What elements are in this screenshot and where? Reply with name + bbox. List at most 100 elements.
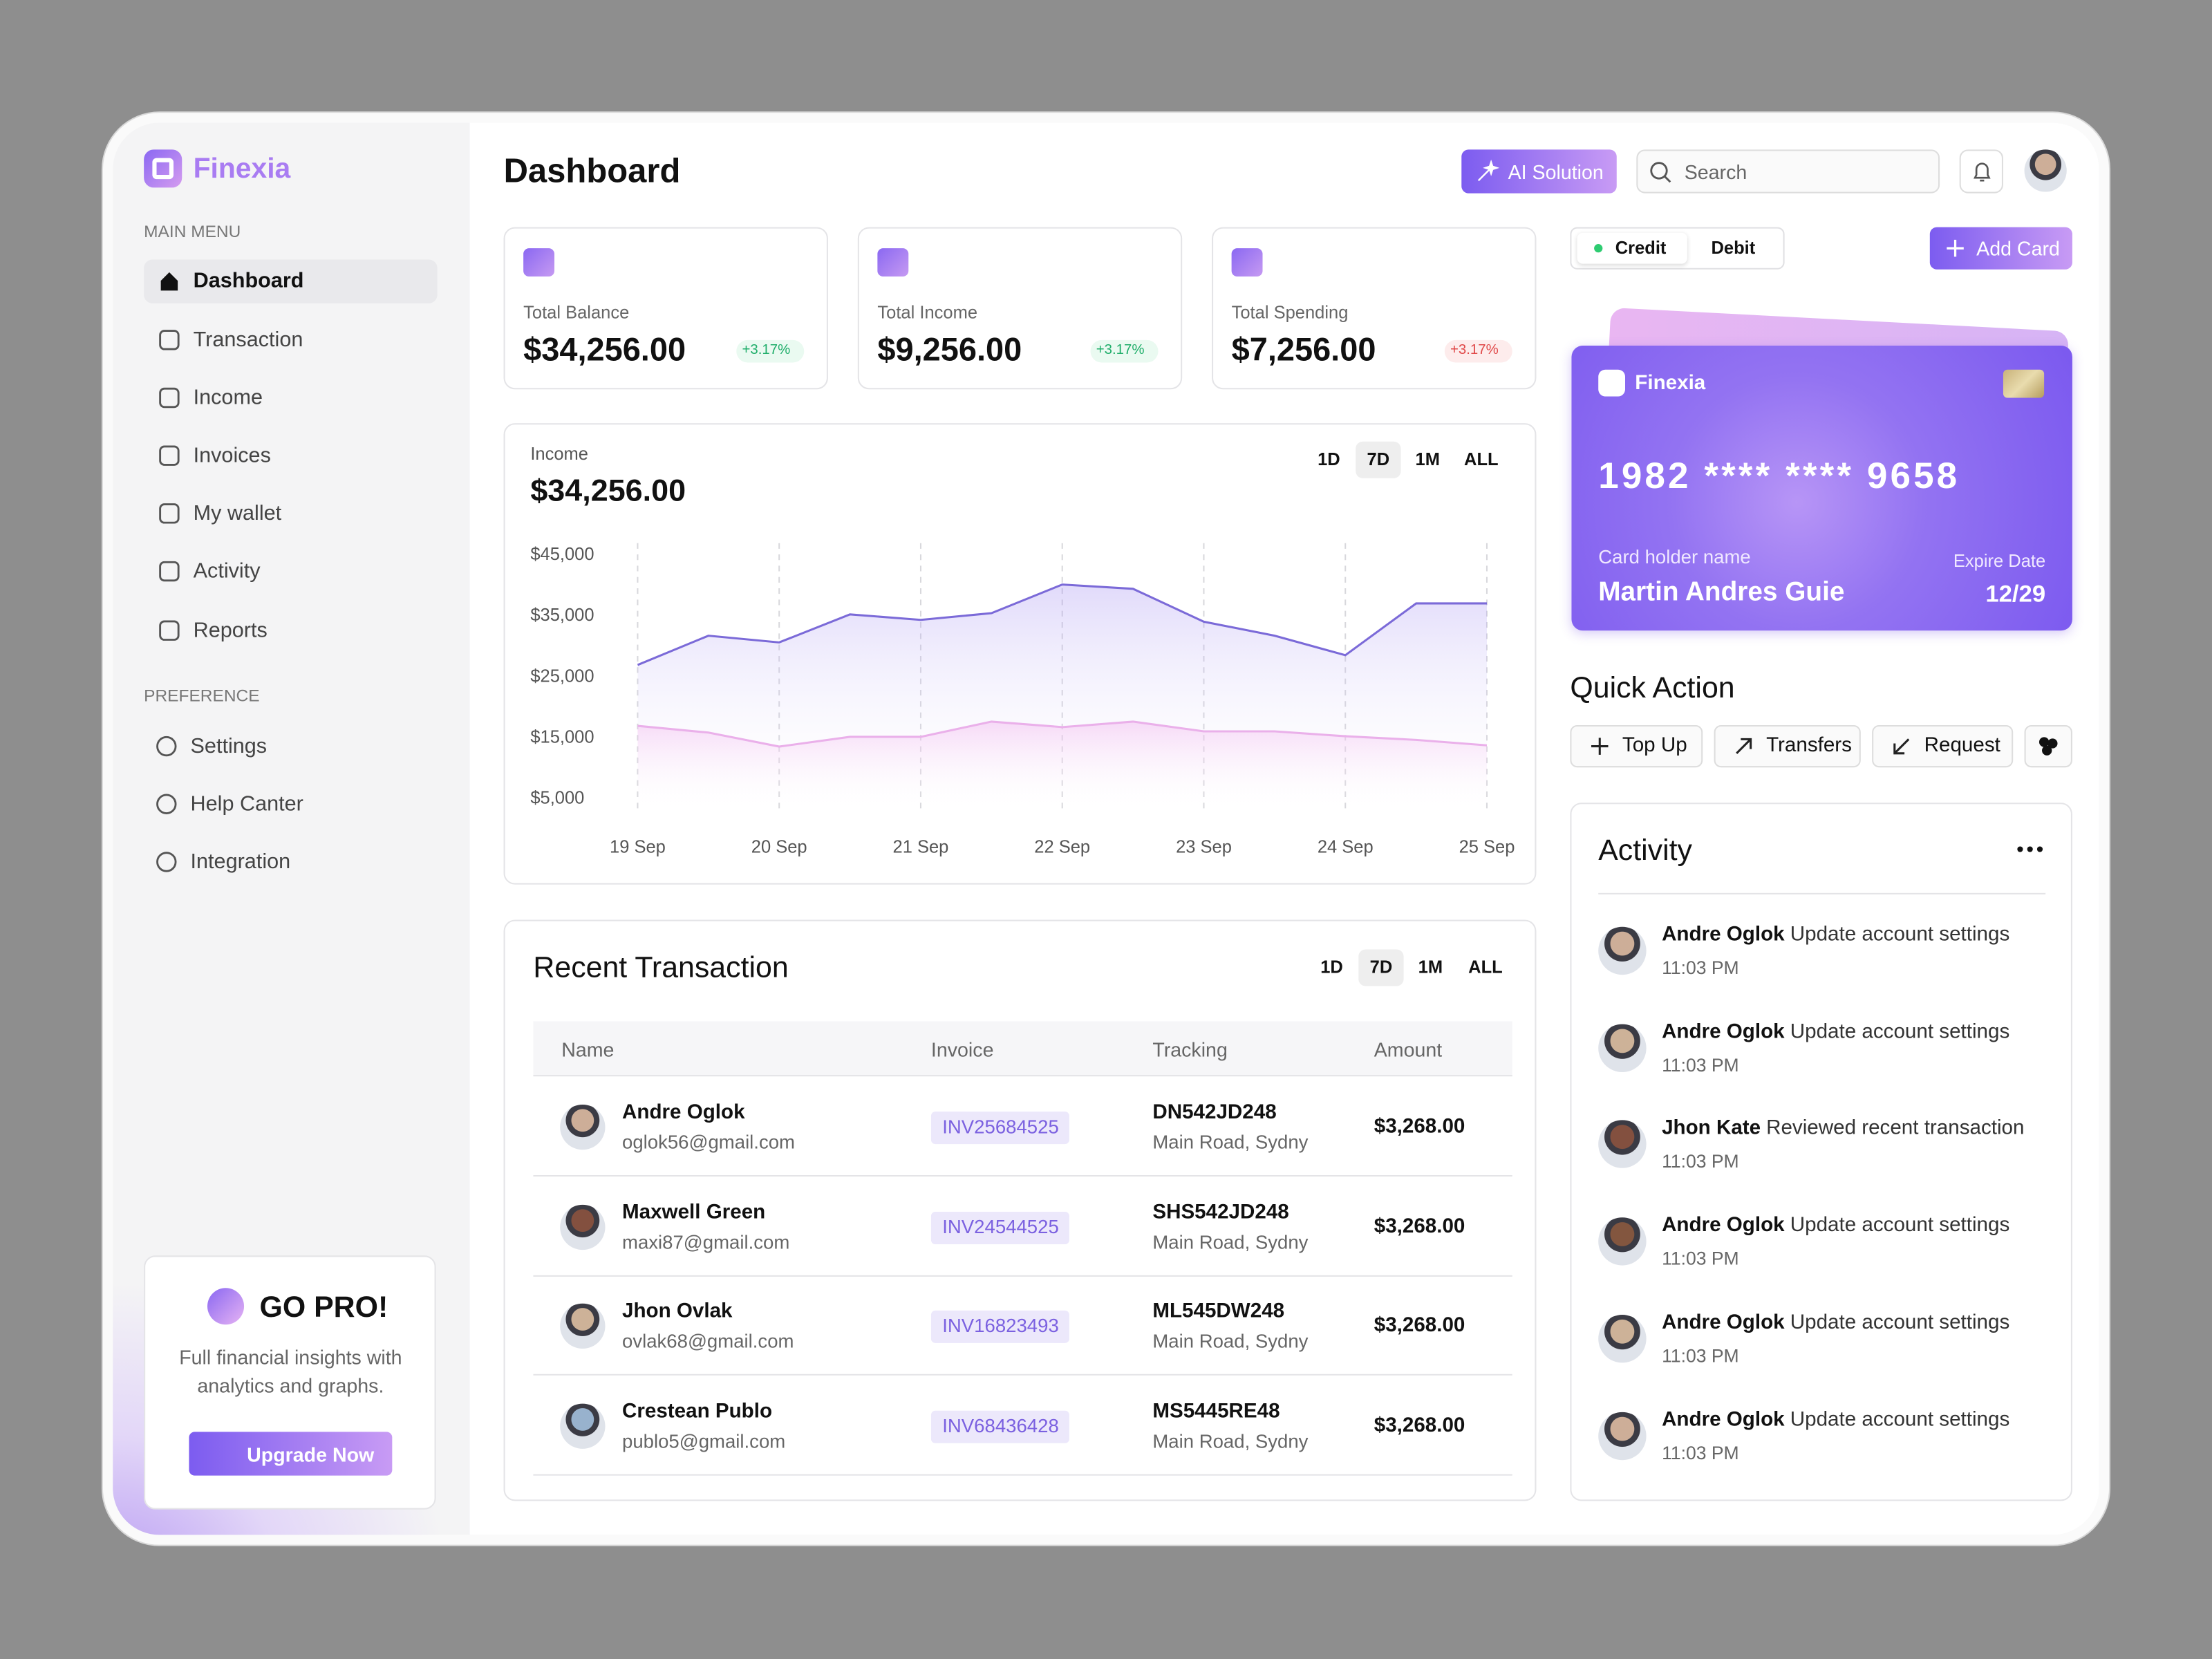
card-tabs (1570, 227, 1785, 270)
menu-icon (156, 794, 177, 814)
activity-name: Andre Oglok (1662, 1020, 1785, 1044)
range-option[interactable]: ALL (1468, 957, 1503, 977)
menu-item[interactable]: Invoices (193, 443, 271, 468)
row-divider (533, 1374, 1512, 1376)
menu-item[interactable]: Dashboard (193, 268, 304, 293)
more-icon (2038, 737, 2058, 756)
stat-icon (1231, 248, 1263, 276)
preference-label: PREFERENCE (144, 685, 260, 706)
quick-action-label[interactable]: Transfers (1766, 734, 1852, 758)
invoice-id: INV68436428 (942, 1414, 1059, 1436)
row-divider (533, 1274, 1512, 1276)
x-tick-label: 19 Sep (610, 837, 666, 856)
activity-action: Update account settings (1790, 1214, 2010, 1237)
menu-item[interactable]: Transaction (193, 328, 303, 353)
activity-panel (1570, 803, 2072, 1501)
add-card-label[interactable]: Add Card (1976, 236, 2060, 260)
activity-menu (2017, 846, 2043, 852)
menu-icon (156, 735, 177, 757)
upgrade-button[interactable] (189, 1432, 393, 1476)
menu-item[interactable]: Reports (193, 618, 268, 643)
card-holder: Martin Andres Guie (1598, 577, 1845, 608)
activity-name: Jhon Kate (1662, 1117, 1761, 1141)
logo-mark (152, 158, 174, 180)
action-icon (1893, 738, 1910, 755)
activity-title: Activity (1598, 834, 1692, 868)
quick-action-label[interactable]: Request (1924, 734, 2000, 758)
action-icon (1736, 738, 1752, 754)
activity-time: 11:03 PM (1662, 1248, 1739, 1269)
x-tick-label: 22 Sep (1034, 837, 1090, 856)
menu-item[interactable]: Integration (190, 850, 291, 874)
active-item-bg (144, 259, 438, 303)
range-option[interactable]: ALL (1464, 449, 1499, 470)
x-tick-label: 23 Sep (1176, 837, 1232, 856)
stat-value: $34,256.00 (523, 330, 686, 368)
menu-item[interactable]: Settings (190, 734, 268, 758)
line (637, 720, 1488, 748)
range-option[interactable]: 7D (1369, 957, 1393, 977)
column-header: Invoice (930, 1038, 994, 1061)
amount: $3,268.00 (1374, 1115, 1465, 1138)
range-option[interactable]: 7D (1367, 449, 1390, 470)
range-option[interactable]: 1D (1320, 957, 1343, 977)
invoice-id: INV25684525 (942, 1116, 1059, 1138)
range-option[interactable]: 1M (1415, 449, 1441, 470)
upgrade-button-label[interactable]: Upgrade Now (247, 1443, 375, 1466)
quick-action-label[interactable]: Top Up (1622, 734, 1687, 758)
income-chart: $5,000 $15,000 $25,000 $35,000 $45,000 19 Sep… (530, 543, 1515, 856)
stat-value: $9,256.00 (877, 330, 1022, 368)
tracking-address: Main Road, Sydny (1152, 1132, 1309, 1153)
stat-change: +3.17% (742, 342, 791, 359)
transactions-title: Recent Transaction (533, 951, 789, 984)
stat-change: +3.17% (1096, 342, 1145, 359)
menu-icon (159, 330, 180, 350)
tracking-id: ML545DW248 (1152, 1300, 1285, 1323)
range-active (1356, 441, 1401, 478)
bell-button[interactable] (1959, 149, 2003, 194)
avatar (560, 1403, 606, 1448)
menu-item[interactable]: Help Canter (190, 791, 303, 816)
stat-change-pill (736, 339, 805, 363)
range-option[interactable]: 1D (1318, 449, 1340, 470)
menu-item[interactable]: My wallet (193, 501, 282, 526)
area (637, 721, 1488, 812)
stat-change-pill (1444, 339, 1512, 363)
quick-action-button[interactable] (1714, 724, 1861, 768)
card-tab[interactable]: Credit (1615, 238, 1667, 258)
y-tick-label: $5,000 (530, 789, 584, 808)
customer-name: Crestean Publo (621, 1399, 773, 1423)
logo-icon (144, 149, 182, 188)
tracking-id: MS5445RE48 (1152, 1399, 1280, 1423)
bell-icon (1973, 162, 1991, 182)
menu-item[interactable]: Income (193, 386, 263, 410)
customer-email: publo5@gmail.com (621, 1430, 786, 1452)
transactions-panel (503, 919, 1537, 1501)
card-expire-label: Expire Date (1953, 551, 2046, 572)
menu-icon (159, 620, 180, 641)
customer-email: maxi87@gmail.com (621, 1231, 790, 1253)
avatar (1598, 1023, 1647, 1072)
action-icon (1591, 738, 1609, 755)
card-tab[interactable]: Debit (1711, 238, 1756, 258)
avatar (560, 1104, 606, 1150)
menu-item[interactable]: Activity (193, 559, 261, 583)
invoice-id: INV24544525 (942, 1215, 1059, 1237)
ai-button-label[interactable]: AI Solution (1508, 160, 1604, 184)
invoice-pill (930, 1112, 1069, 1145)
customer-name: Maxwell Green (621, 1201, 766, 1224)
activity-action: Update account settings (1790, 1408, 2010, 1431)
quick-action-title: Quick Action (1570, 672, 1735, 705)
range-option[interactable]: 1M (1418, 957, 1443, 977)
stat-change-pill (1090, 339, 1159, 363)
column-header: Name (561, 1038, 615, 1061)
activity-action: Update account settings (1790, 1311, 2010, 1334)
x-tick-label: 20 Sep (751, 837, 807, 856)
search-box[interactable] (1636, 149, 1940, 194)
invoice-pill (930, 1310, 1069, 1343)
card-chip (2003, 369, 2045, 398)
card-expire: 12/29 (1985, 580, 2046, 608)
search-placeholder[interactable]: Search (1684, 160, 1747, 184)
card-number: 1982 **** **** 9658 (1598, 454, 1960, 497)
promo-title: GO PRO! (259, 1291, 388, 1324)
